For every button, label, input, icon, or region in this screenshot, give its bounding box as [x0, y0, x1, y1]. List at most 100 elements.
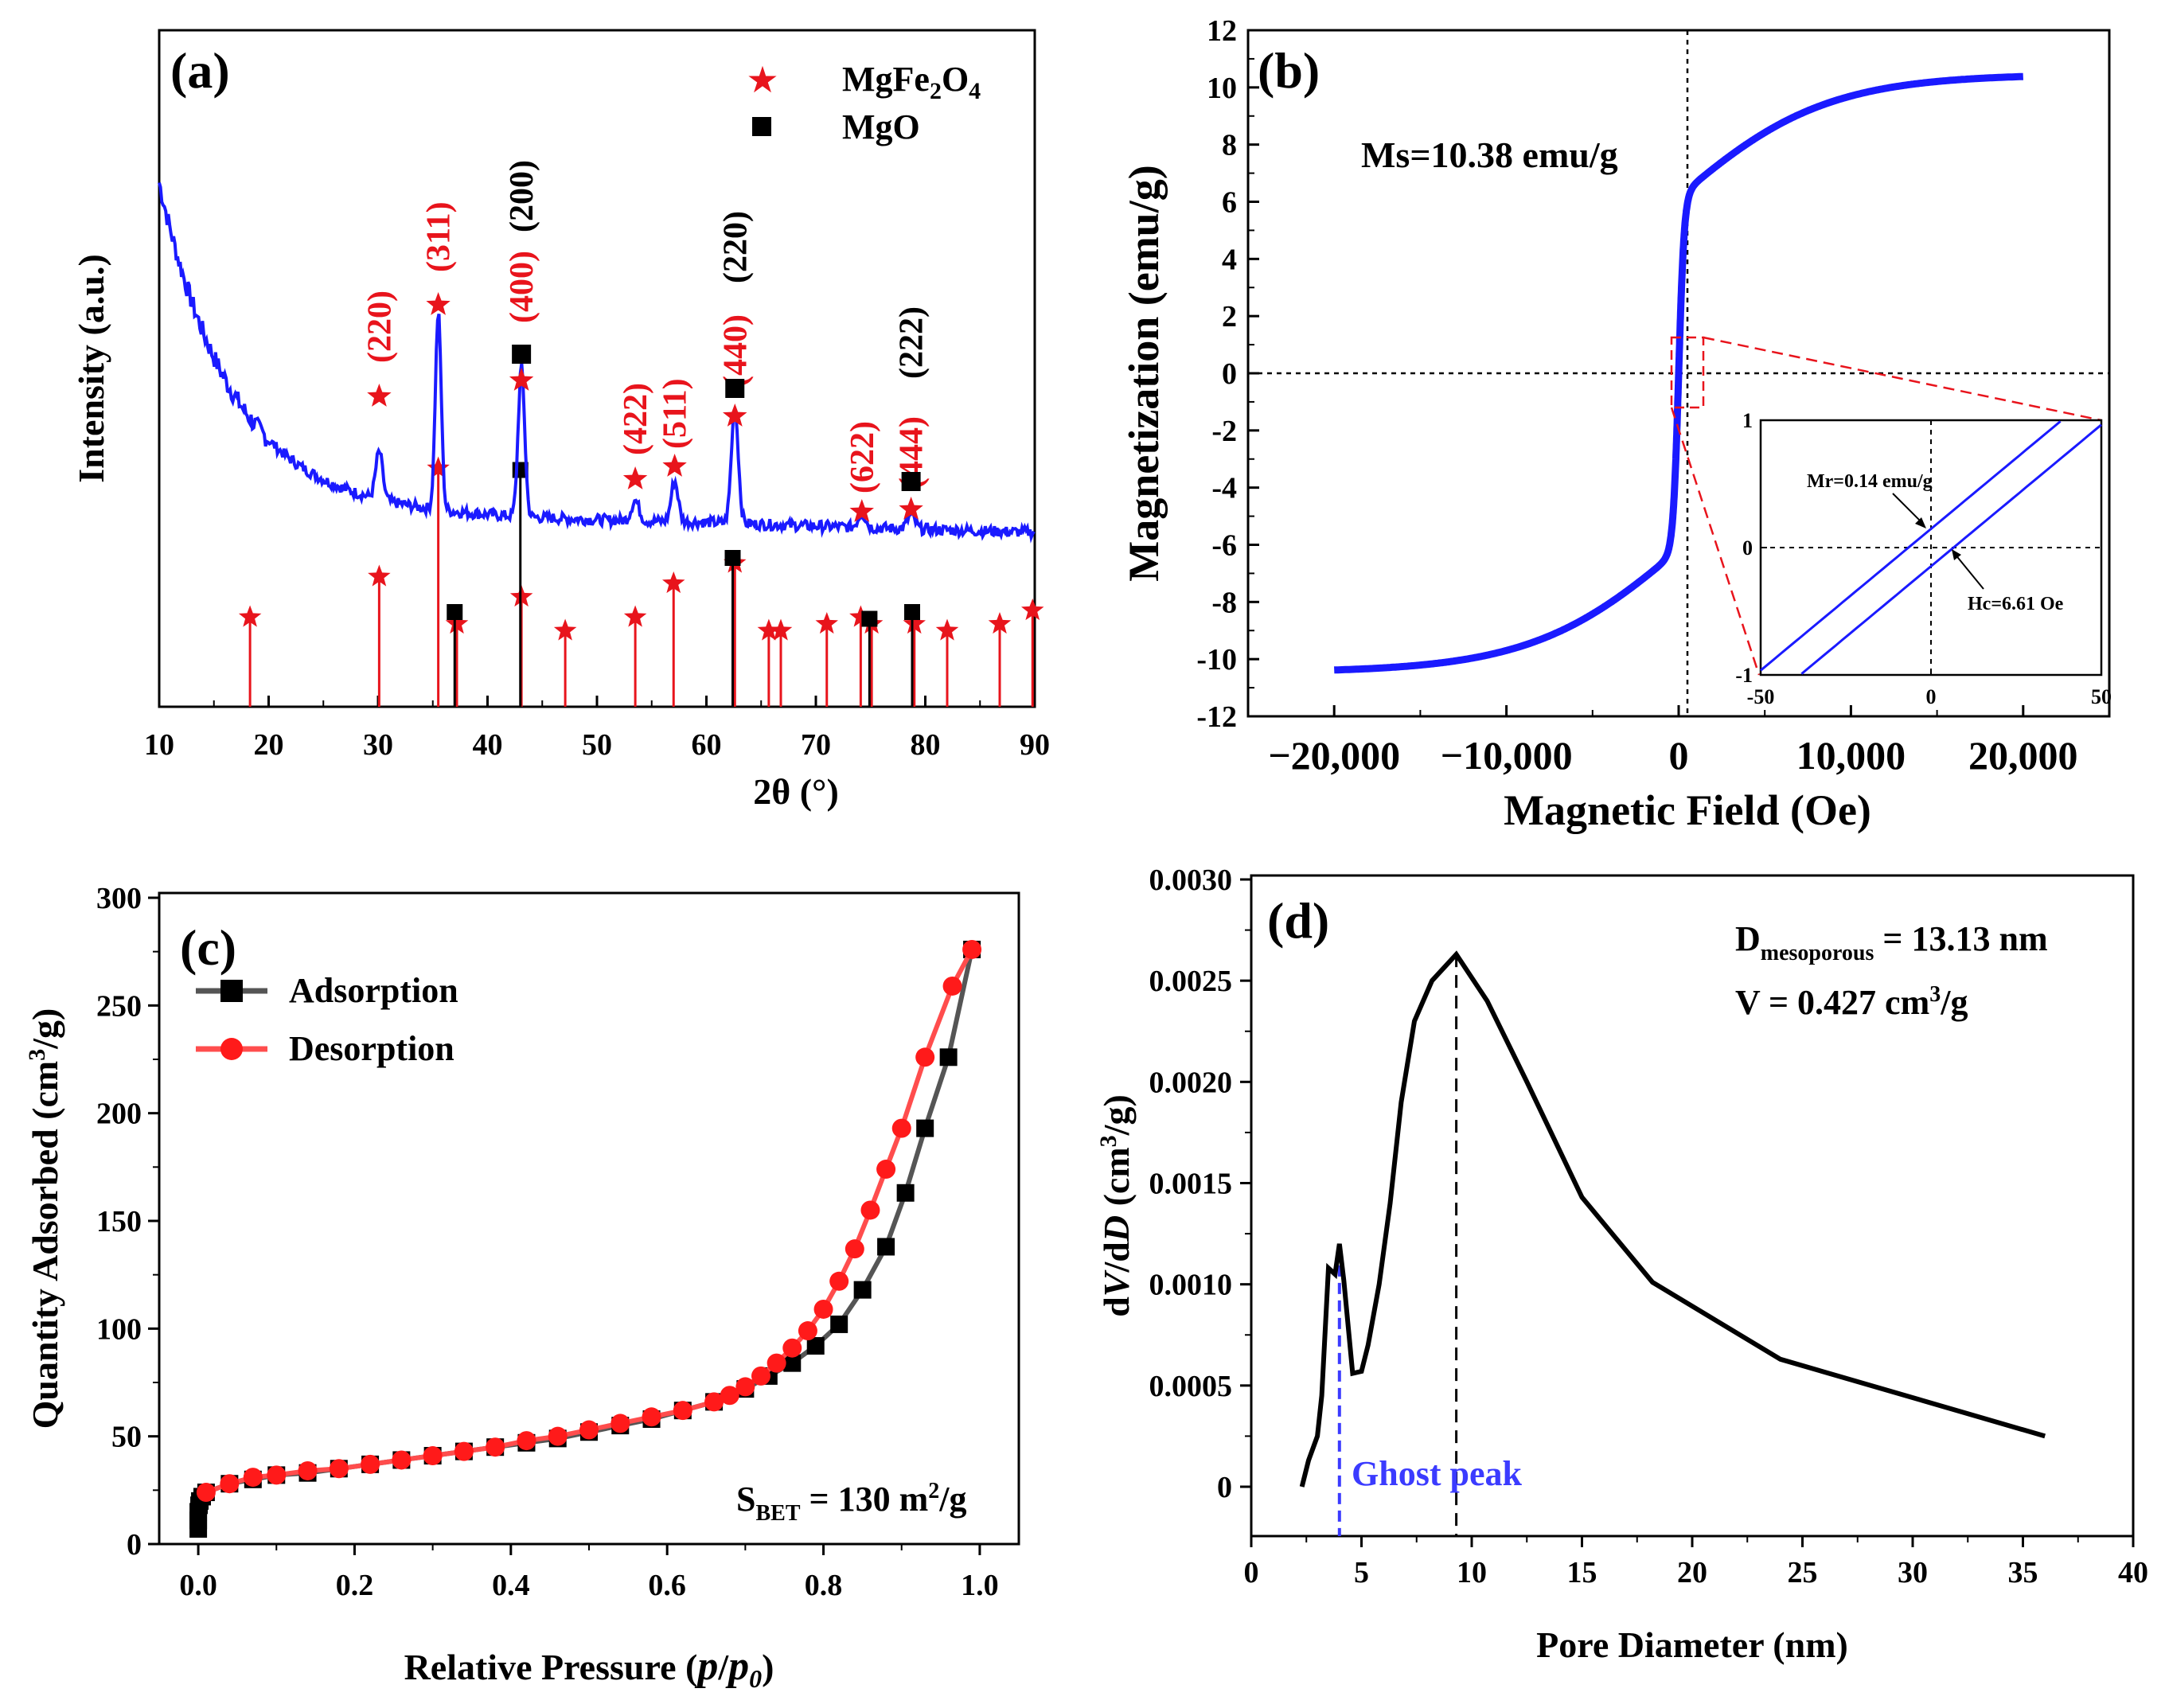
panel-a-x-ticks: 10 20 30 40 50 60 70 80 90: [144, 696, 1050, 762]
peak-star-marker: [723, 404, 747, 427]
desorption-point: [548, 1426, 568, 1446]
panel-d: 0 5 10 15 20 25 30 35 40 0 0.0005 0.0010 0.0015 0.002…: [1095, 864, 2148, 1665]
desorption-point: [423, 1446, 443, 1466]
desorption-point: [517, 1431, 536, 1451]
x-tick-label: 40: [473, 728, 503, 762]
y-tick-label: -2: [1211, 415, 1237, 448]
panel-a-reference-lines: [238, 456, 1044, 707]
desorption-point: [915, 1047, 935, 1067]
adsorption-point: [783, 1354, 802, 1372]
y-tick-label: 0.0025: [1149, 965, 1233, 998]
ref-star-marker: [427, 456, 450, 478]
y-tick-label: 100: [96, 1312, 142, 1346]
peak-star-marker: [662, 454, 687, 477]
mh-loop-curve: [1334, 72, 2023, 674]
panel-a-peak-labels: (220)(311)(400)(422) (511)(440)(622) (444)…: [361, 160, 930, 522]
x-tick-label: 10: [144, 728, 174, 762]
x-tick-label: 15: [1567, 1556, 1597, 1589]
peak-hkl-label: (511): [657, 378, 694, 449]
x-tick-label: 25: [1788, 1556, 1818, 1589]
y-tick-label: 50: [111, 1421, 142, 1454]
legend-square-marker: [752, 117, 771, 136]
x-tick-label: 70: [801, 728, 831, 762]
y-tick-label: -6: [1211, 529, 1237, 563]
desorption-point: [298, 1460, 318, 1480]
ref-star-marker: [757, 618, 781, 641]
peak-hkl-label: (400): [504, 251, 540, 323]
peak-hkl-label-mgo: (200): [504, 160, 540, 232]
ms-annotation: Ms=10.38 emu/g: [1361, 135, 1618, 175]
adsorption-point: [806, 1336, 825, 1355]
desorption-point: [876, 1160, 896, 1180]
ref-star-marker: [849, 605, 872, 627]
desorption-point: [767, 1353, 786, 1373]
panel-b-ticks: −20,000 −10,000 0 10,000 20,000121086420-2-4…: [1196, 14, 2077, 778]
x-tick-label: 0: [1669, 733, 1689, 778]
panel-c: 0.0 0.2 0.4 0.6 0.8 1.0 0 50 100 150 200 250 300 (c)…: [24, 882, 1020, 1693]
y-tick-label: -12: [1196, 700, 1237, 734]
y-tick-label: 10: [1207, 72, 1237, 105]
desorption-point: [798, 1321, 817, 1341]
desorption-point: [243, 1468, 263, 1488]
inset-y-label: 1: [1742, 409, 1753, 432]
desorption-point: [196, 1483, 216, 1503]
desorption-point: [642, 1407, 661, 1427]
peak-square-marker: [512, 345, 532, 364]
legend-desorption-marker: [220, 1038, 243, 1060]
panel-d-y-title: dV/dD (cm3/g): [1095, 1094, 1137, 1317]
inset: -50 0 50 1 0 -1 Mr=0.14 emu/g Hc=6.61 Oe: [1735, 409, 2112, 708]
ref-star-marker: [445, 612, 469, 634]
panel-a: 10 20 30 40 50 60 70 80 90 (220)(311)(400)(422)(…: [71, 29, 1050, 812]
desorption-point: [860, 1200, 880, 1220]
x-tick-label: 20,000: [1968, 733, 2078, 778]
y-tick-label: 0: [127, 1528, 142, 1562]
mr-arrow-head: [1915, 517, 1926, 528]
x-tick-label: 10,000: [1796, 733, 1906, 778]
panel-d-ticks: 0 5 10 15 20 25 30 35 40 0 0.0005 0.0010 0.0015 0.002…: [1149, 864, 2149, 1589]
inset-x-label: 50: [2091, 685, 2112, 708]
inset-x-label: -50: [1747, 685, 1775, 708]
legend-adsorption-marker: [220, 980, 243, 1002]
inset-ticks: -50 0 50 1 0 -1: [1735, 409, 2112, 708]
x-tick-label: 10: [1457, 1556, 1487, 1589]
legend-adsorption: Adsorption: [289, 971, 458, 1010]
x-tick-label: 0.2: [336, 1569, 374, 1602]
inset-y-label: -1: [1735, 664, 1753, 687]
desorption-point: [486, 1437, 505, 1457]
desorption-point: [845, 1239, 864, 1259]
desorption-point: [267, 1465, 287, 1485]
panel-c-label: (c): [180, 919, 236, 976]
desorption-point: [735, 1377, 755, 1397]
x-tick-label: 20: [1677, 1556, 1707, 1589]
adsorption-point: [853, 1281, 872, 1299]
panel-c-y-title: Quantity Adsorbed (cm3/g): [24, 1008, 65, 1429]
panel-d-frame: [1250, 874, 2135, 1538]
panel-b-x-title: Magnetic Field (Oe): [1504, 786, 1871, 834]
y-tick-label: 0.0005: [1149, 1370, 1233, 1403]
y-tick-label: 150: [96, 1205, 142, 1238]
panel-c-series: [189, 939, 982, 1538]
panel-c-ticks: 0.0 0.2 0.4 0.6 0.8 1.0 0 50 100 150 200 250 300: [96, 882, 999, 1602]
ref-star-marker: [623, 605, 647, 627]
y-tick-label: 0.0030: [1149, 864, 1233, 897]
panel-b-y-title: Magnetization (emu/g): [1120, 165, 1168, 581]
x-tick-label: 35: [2008, 1556, 2038, 1589]
desorption-point: [704, 1392, 724, 1412]
panel-c-x-title: Relative Pressure (p/p0): [404, 1644, 774, 1693]
desorption-point: [829, 1271, 849, 1291]
dmeso-annotation: Dmesoporous = 13.13 nm: [1735, 919, 2048, 965]
y-tick-label: 0.0015: [1149, 1168, 1233, 1201]
desorption-point: [720, 1386, 739, 1406]
desorption-point: [962, 939, 982, 959]
ref-star-marker: [769, 618, 793, 641]
y-tick-label: 2: [1222, 300, 1237, 333]
peak-hkl-label: (220): [361, 291, 398, 363]
ref-star-marker: [988, 612, 1012, 634]
peak-hkl-label: (311): [421, 201, 458, 272]
mr-annotation: Mr=0.14 emu/g: [1807, 471, 1933, 492]
y-tick-label: 0: [1217, 1471, 1232, 1504]
y-tick-label: -10: [1196, 643, 1237, 677]
mr-arrow-line: [1892, 493, 1924, 524]
desorption-point: [891, 1118, 911, 1138]
desorption-point: [813, 1299, 833, 1319]
